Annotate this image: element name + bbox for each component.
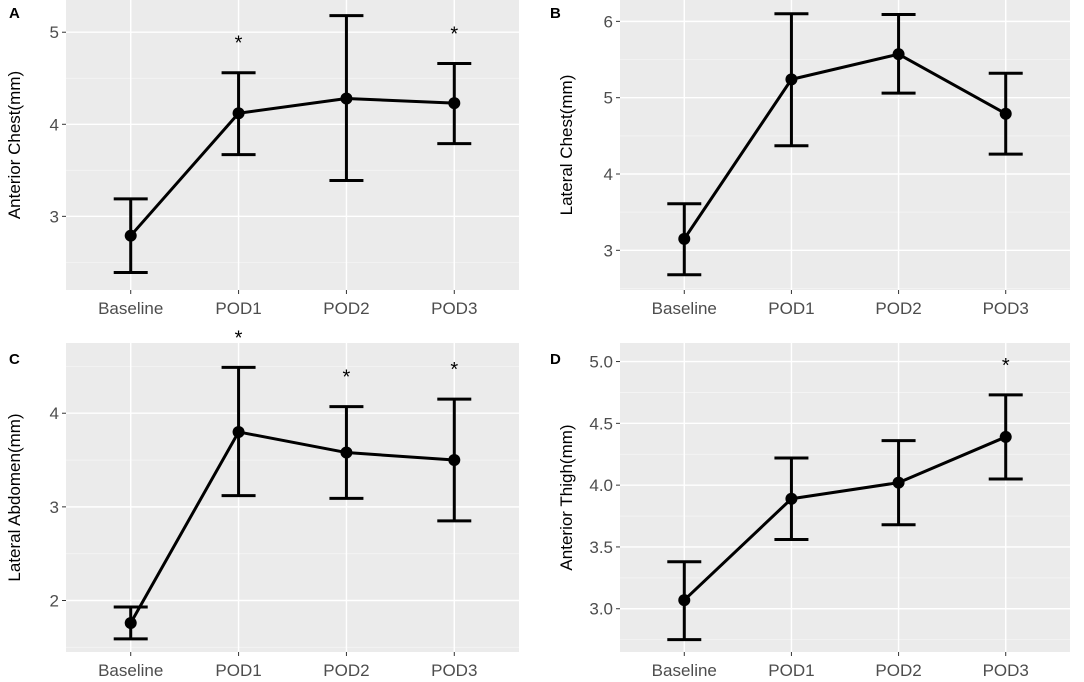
data-point: [124, 616, 137, 629]
significance-marker: *: [235, 327, 243, 349]
data-point: [678, 232, 691, 245]
x-tick-label: POD3: [983, 299, 1029, 318]
series-line: [683, 52, 1007, 240]
x-tick-label: Baseline: [98, 299, 163, 318]
x-tick-label: POD2: [323, 661, 369, 680]
significance-marker: *: [235, 33, 243, 55]
y-axis-title: Anterior Chest(mm): [5, 71, 24, 219]
series-line: [129, 97, 455, 237]
panel-C: 2 3 4 Baseline POD1 POD2 POD3 Lateral Abdomen(m…: [5, 327, 519, 680]
plot-background: [620, 0, 1070, 290]
x-tick-label: POD3: [431, 661, 477, 680]
x-tick-label: POD1: [215, 299, 261, 318]
x-tick-label: POD1: [768, 661, 814, 680]
y-tick-label: 3.5: [589, 538, 613, 557]
data-point: [678, 594, 691, 607]
panel-label: C: [9, 351, 20, 368]
data-point: [232, 107, 245, 120]
data-point: [448, 454, 461, 467]
data-point: [785, 73, 798, 86]
data-point: [232, 425, 245, 438]
data-point: [124, 229, 137, 242]
x-tick-label: POD2: [875, 661, 921, 680]
data-point: [340, 92, 353, 105]
y-tick-label: 5: [604, 89, 613, 108]
panel-B: 3 4 5 6 Baseline POD1 POD2 POD3 Lateral Chest(mm…: [550, 0, 1070, 318]
y-tick-label: 5.0: [589, 353, 613, 372]
panel-label: A: [9, 5, 20, 22]
series-line: [683, 435, 1007, 602]
y-tick-label: 4: [50, 404, 59, 423]
y-tick-label: 3: [604, 241, 613, 260]
x-tick-label: POD2: [875, 299, 921, 318]
y-tick-label: 4.0: [589, 476, 613, 495]
significance-marker: *: [450, 359, 458, 381]
y-tick-label: 4.5: [589, 414, 613, 433]
series-line: [129, 430, 455, 624]
y-tick-label: 5: [50, 23, 59, 42]
panel-label: D: [550, 351, 561, 368]
x-tick-label: POD1: [768, 299, 814, 318]
data-point: [892, 48, 905, 61]
y-tick-label: 3: [50, 207, 59, 226]
x-tick-label: POD3: [983, 661, 1029, 680]
data-point: [999, 107, 1012, 120]
x-tick-label: POD2: [323, 299, 369, 318]
data-point: [999, 430, 1012, 443]
panel-D: 3.0 3.5 4.0 4.5 5.0 Baseline POD1 POD2 POD3 Anter…: [550, 343, 1070, 680]
y-tick-label: 4: [50, 115, 59, 134]
panel-A: 3 4 5 Baseline POD1 POD2 POD3 Anterior Chest(mm…: [5, 0, 519, 318]
y-tick-label: 3: [50, 498, 59, 517]
y-tick-label: 6: [604, 12, 613, 31]
y-tick-label: 3.0: [589, 600, 613, 619]
plot-background: [620, 343, 1070, 652]
panel-label: B: [550, 5, 561, 22]
y-axis-title: Lateral Abdomen(mm): [5, 413, 24, 581]
data-point: [340, 446, 353, 459]
data-point: [785, 492, 798, 505]
x-tick-label: POD1: [215, 661, 261, 680]
x-tick-label: Baseline: [98, 661, 163, 680]
y-tick-label: 2: [50, 592, 59, 611]
data-point: [448, 97, 461, 110]
x-tick-label: Baseline: [652, 661, 717, 680]
x-tick-label: Baseline: [652, 299, 717, 318]
x-tick-label: POD3: [431, 299, 477, 318]
y-axis-title: Lateral Chest(mm): [557, 75, 576, 216]
data-point: [892, 476, 905, 489]
significance-marker: *: [343, 367, 351, 389]
y-axis-title: Anterior Thigh(mm): [557, 424, 576, 570]
y-tick-label: 4: [604, 165, 613, 184]
significance-marker: *: [450, 24, 458, 46]
significance-marker: *: [1002, 355, 1010, 377]
